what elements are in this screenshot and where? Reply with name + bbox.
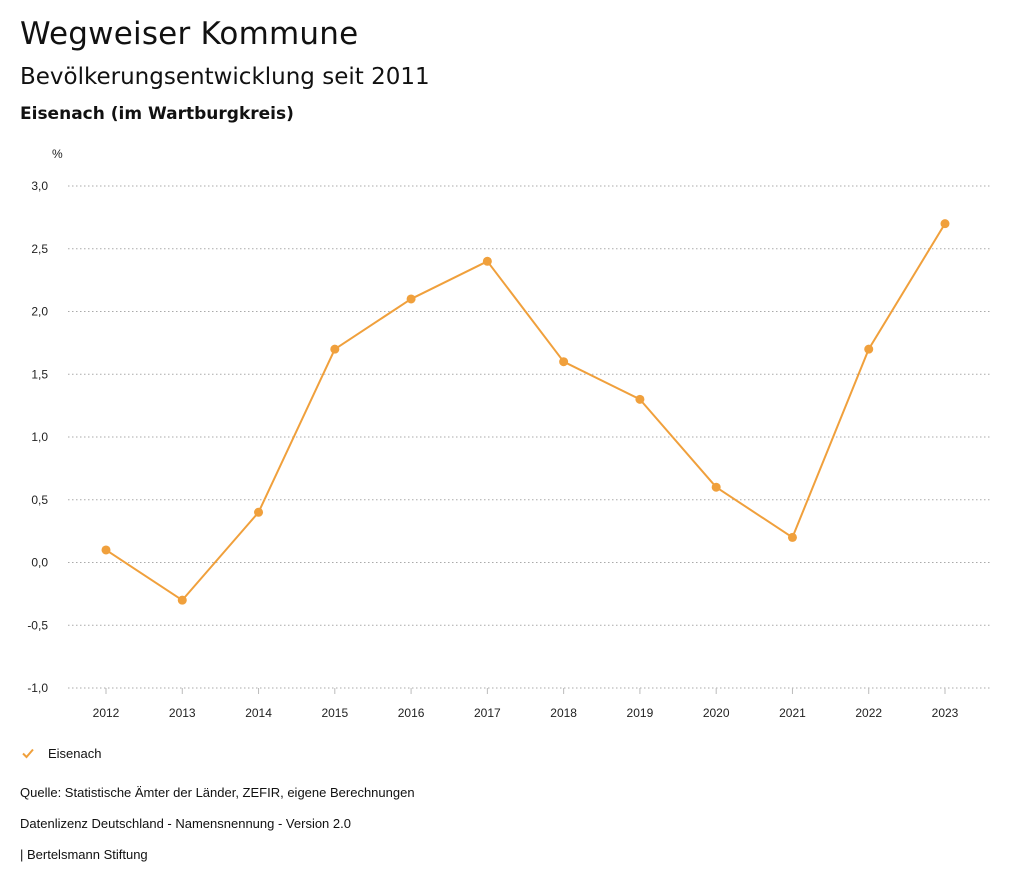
x-tick-label: 2017 — [474, 706, 501, 720]
x-tick-label: 2012 — [93, 706, 120, 720]
data-point — [482, 256, 492, 266]
x-tick-label: 2020 — [703, 706, 730, 720]
data-point — [940, 219, 950, 229]
y-tick-label: -1,0 — [27, 681, 48, 695]
publisher-link[interactable]: | Bertelsmann Stiftung — [20, 847, 148, 862]
page-title: Wegweiser Kommune — [20, 16, 359, 52]
data-point — [635, 394, 645, 404]
line-chart: % 3,0 2,5 2,0 1,5 1,0 0,5 0,0 -0,5 -1,0 2012 2013 20… — [27, 147, 990, 720]
y-tick-label: 0,0 — [31, 556, 48, 570]
data-point — [711, 482, 721, 492]
legend-label: Eisenach — [48, 745, 102, 761]
y-axis-unit: % — [52, 147, 63, 161]
x-tick-label: 2019 — [627, 706, 654, 720]
x-tick-label: 2015 — [321, 706, 348, 720]
legend[interactable]: Eisenach — [20, 745, 101, 761]
y-tick-label: 3,0 — [31, 179, 48, 193]
y-tick-label: 0,5 — [31, 493, 48, 507]
y-tick-label: 1,5 — [31, 367, 48, 381]
x-tick-label: 2013 — [169, 706, 196, 720]
x-tick-label: 2014 — [245, 706, 272, 720]
x-tick-label: 2021 — [779, 706, 806, 720]
y-tick-label: -0,5 — [27, 618, 48, 632]
data-point — [406, 294, 416, 304]
source-note: Quelle: Statistische Ämter der Länder, Z… — [20, 785, 415, 800]
series-line — [105, 223, 946, 602]
y-tick-label: 2,0 — [31, 305, 48, 319]
license-note: Datenlizenz Deutschland - Namensnennung … — [20, 816, 351, 831]
data-point — [330, 344, 340, 354]
region-label: Eisenach (im Wartburgkreis) — [20, 104, 294, 124]
x-tick-label: 2022 — [855, 706, 882, 720]
data-point — [101, 545, 111, 555]
x-tick-label: 2016 — [398, 706, 425, 720]
x-tick-label: 2018 — [550, 706, 577, 720]
data-point — [177, 595, 187, 605]
y-tick-label: 1,0 — [31, 430, 48, 444]
x-tick-label: 2023 — [932, 706, 959, 720]
data-point — [254, 507, 264, 517]
data-point — [787, 532, 797, 542]
data-point — [864, 344, 874, 354]
chart-subtitle: Bevölkerungsentwicklung seit 2011 — [20, 64, 430, 90]
checkmark-icon — [22, 748, 34, 759]
data-point — [559, 357, 569, 367]
y-tick-label: 2,5 — [31, 242, 48, 256]
